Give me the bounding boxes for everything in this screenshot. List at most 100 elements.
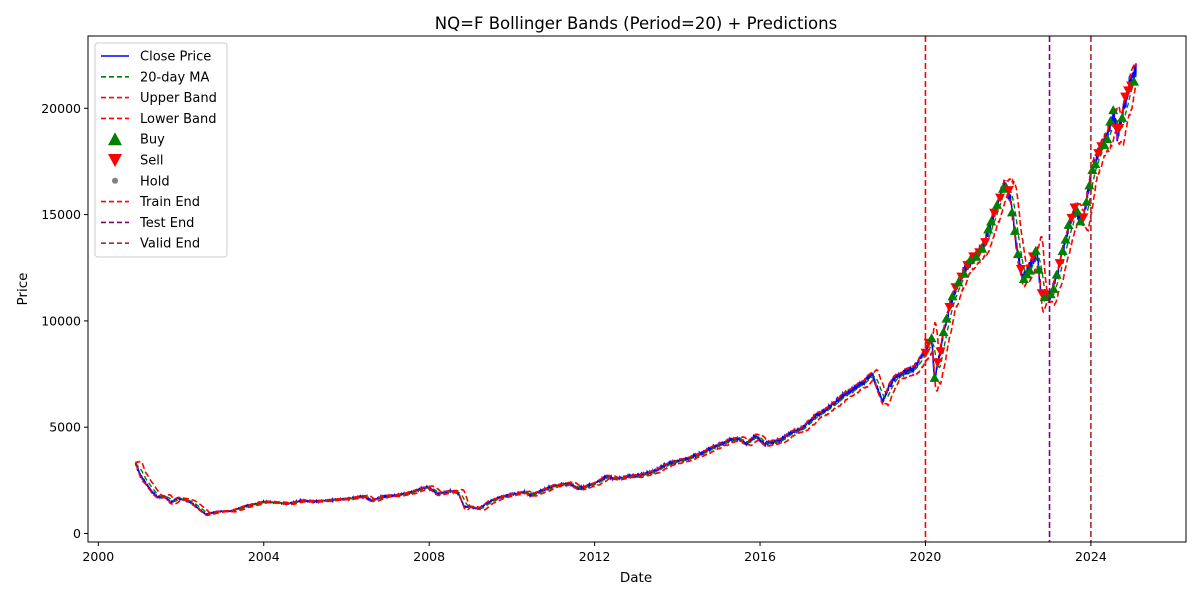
sell-marker [1120, 92, 1131, 102]
buy-marker [1063, 219, 1074, 229]
sell-marker [995, 193, 1006, 203]
buy-marker [977, 243, 988, 253]
buy-marker [1006, 207, 1017, 217]
buy-marker [1012, 249, 1023, 259]
legend-item-hold: Hold [112, 174, 170, 189]
legend-item-test-end: Test End [101, 216, 194, 231]
legend-label: Train End [139, 195, 200, 210]
buy-marker [953, 277, 964, 287]
buy-marker [1009, 225, 1020, 235]
buy-marker [1081, 196, 1092, 206]
buy-marker [1087, 164, 1098, 174]
legend-sell-swatch [108, 154, 122, 167]
buy-marker [1099, 139, 1110, 149]
legend-label: 20-day MA [140, 70, 209, 85]
sell-marker [989, 208, 1000, 218]
legend-label: Test End [139, 216, 194, 231]
legend-item-valid-end: Valid End [101, 237, 200, 252]
legend-label: Close Price [140, 50, 211, 65]
buy-marker [1075, 216, 1086, 226]
x-tick-label: 2016 [744, 549, 776, 564]
sell-marker [1093, 149, 1104, 159]
buy-marker [959, 268, 970, 278]
buy-marker [1057, 245, 1068, 255]
buy-marker [1048, 283, 1059, 293]
legend-label: Sell [140, 154, 163, 169]
legend-label: Lower Band [140, 112, 216, 127]
buy-marker [1030, 245, 1041, 255]
legend-item-sell: Sell [108, 154, 163, 169]
sell-marker [980, 238, 991, 248]
legend-item-20-day-ma: 20-day MA [101, 70, 209, 85]
legend-item-close-price: Close Price [101, 50, 211, 65]
buy-marker [1033, 264, 1044, 274]
y-tick-label: 5000 [49, 420, 81, 435]
legend-label: Hold [140, 174, 170, 189]
buy-marker [1051, 269, 1062, 279]
buy-marker [992, 199, 1003, 209]
buy-marker [1018, 274, 1029, 284]
x-tick-label: 2008 [413, 549, 445, 564]
sell-marker [1078, 213, 1089, 223]
buy-marker [1084, 180, 1095, 190]
legend-label: Buy [140, 133, 165, 148]
upper-band-line [134, 63, 1137, 514]
chart-title: NQ=F Bollinger Bands (Period=20) + Predi… [435, 14, 837, 33]
buy-marker [941, 313, 952, 323]
sell-marker [1114, 124, 1125, 134]
buy-marker [947, 291, 958, 301]
buy-marker [938, 327, 949, 337]
legend-item-lower-band: Lower Band [101, 112, 216, 127]
legend: Close Price 20-day MA Upper Band Lower Band… [94, 42, 228, 258]
legend-item-upper-band: Upper Band [101, 91, 217, 106]
buy-marker [926, 333, 937, 343]
legend-buy-swatch [108, 132, 122, 146]
sell-marker [1054, 259, 1065, 269]
sell-marker [932, 358, 943, 368]
buy-marker [983, 224, 994, 234]
x-axis-label: Date [620, 570, 652, 586]
buy-marker [971, 251, 982, 261]
x-axis: 2000 2004 2008 2012 2016 2020 2024 [82, 542, 1107, 564]
legend-label: Upper Band [140, 91, 217, 106]
buy-marker [1129, 76, 1140, 86]
legend-label: Valid End [140, 237, 200, 252]
legend-item-train-end: Train End [101, 195, 200, 210]
axes-frame [87, 35, 1187, 543]
y-axis: 0 5000 10000 15000 20000 [41, 101, 88, 541]
y-axis-label: Price [15, 273, 31, 306]
buy-marker [929, 372, 940, 382]
legend-hold-swatch [112, 177, 118, 184]
sell-marker [1003, 186, 1014, 196]
legend-box [94, 42, 228, 258]
x-tick-label: 2024 [1075, 549, 1107, 564]
sell-marker [935, 347, 946, 357]
lower-band-line [134, 84, 1137, 517]
legend-item-buy: Buy [108, 132, 165, 148]
x-tick-label: 2000 [82, 549, 114, 564]
plot-area [134, 36, 1140, 542]
buy-marker [1045, 289, 1056, 299]
sell-marker [1069, 203, 1080, 213]
buy-marker [1117, 112, 1128, 122]
y-tick-label: 20000 [41, 101, 81, 116]
x-tick-label: 2020 [910, 549, 942, 564]
buy-marker [1102, 133, 1113, 143]
sell-marker [1015, 265, 1026, 275]
buy-marker [1108, 105, 1119, 115]
x-tick-label: 2004 [248, 549, 280, 564]
x-tick-label: 2012 [579, 549, 611, 564]
buy-marker [986, 216, 997, 226]
buy-marker [965, 254, 976, 264]
y-tick-label: 10000 [41, 313, 81, 328]
buy-marker [1024, 265, 1035, 275]
buy-marker [1105, 116, 1116, 126]
ma-line [134, 75, 1137, 515]
sell-marker [1066, 213, 1077, 223]
sell-marker [944, 303, 955, 313]
buy-marker [1060, 234, 1071, 244]
y-tick-label: 0 [73, 526, 81, 541]
y-tick-label: 15000 [41, 207, 81, 222]
buy-marker [1090, 159, 1101, 169]
